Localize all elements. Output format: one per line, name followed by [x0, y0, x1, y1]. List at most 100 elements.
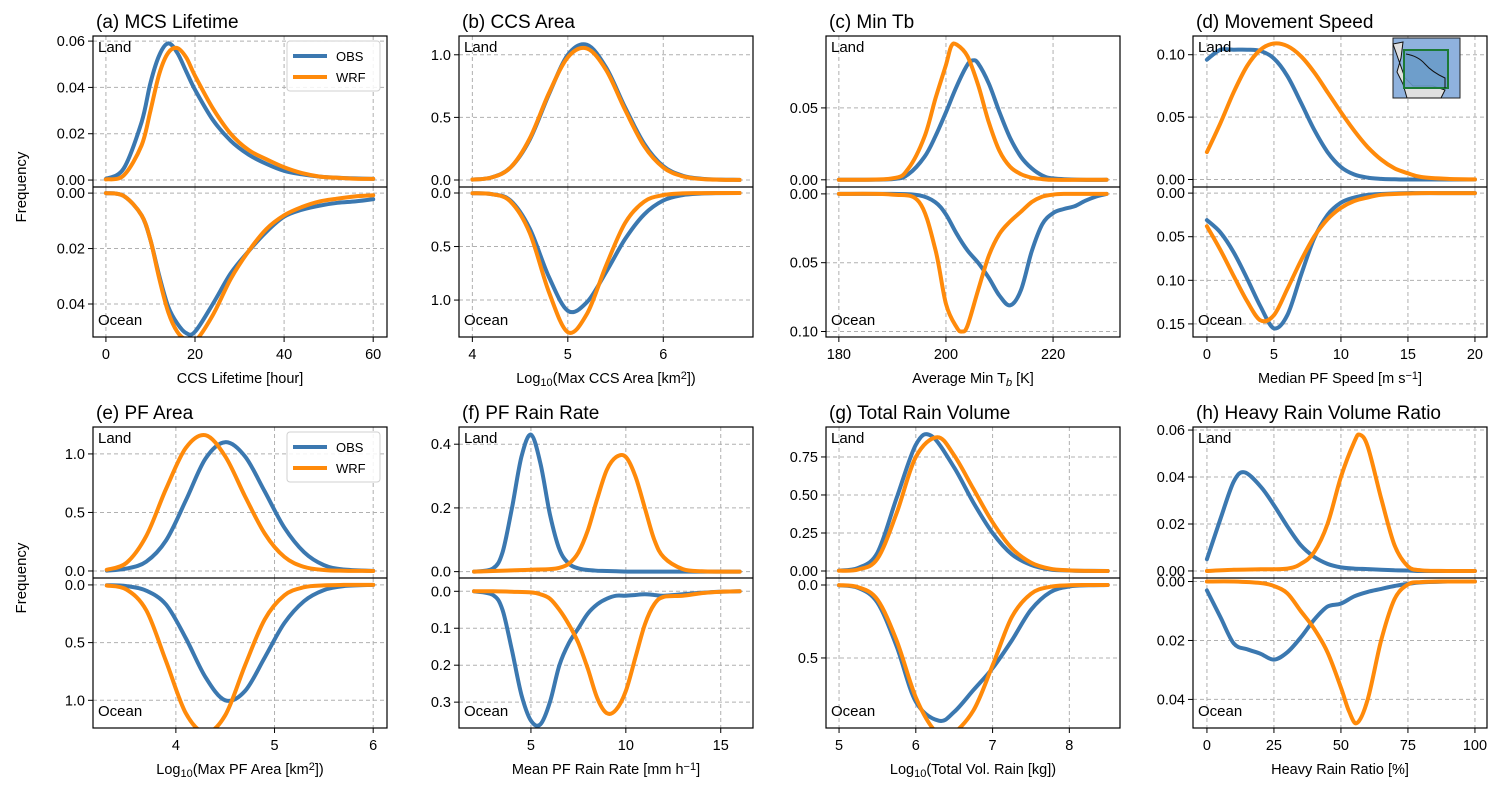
land-series-wrf [470, 45, 742, 182]
land-series-wrf [104, 432, 376, 573]
series-group [836, 41, 1109, 182]
panel-c: (c) Min Tb 0.00 0.05 Land 0.00 0.05 0.10 Ocean 1… [790, 12, 1121, 389]
x-tick-label: 10 [618, 738, 634, 754]
x-tick-label: 0 [102, 347, 110, 363]
panel-title: (h) Heavy Rain Volume Ratio [1196, 403, 1441, 424]
ocean-region-label: Ocean [831, 312, 875, 329]
x-axis-label-part: −1 [1405, 370, 1418, 382]
x-axis-label: Heavy Rain Ratio [%] [1271, 762, 1409, 778]
land-series-wrf [1204, 432, 1477, 574]
y-tick-label: 0.04 [57, 80, 85, 96]
ocean-region-label: Ocean [1198, 312, 1242, 329]
panel-h: (h) Heavy Rain Volume Ratio0.000.020.040… [1157, 403, 1488, 778]
x-axis-label-part: (Max PF Area [km [193, 762, 309, 778]
y-tick-label: 1.0 [65, 693, 85, 709]
x-tick-label: 6 [659, 347, 667, 363]
x-tick-label: 0 [1203, 347, 1211, 363]
y-tick-label: 0.5 [431, 110, 451, 126]
x-tick-label: 7 [989, 738, 997, 754]
land-series-obs [1204, 46, 1477, 182]
x-axis-label-part: Log [156, 762, 180, 778]
y-tick-label: 0.0 [798, 578, 818, 594]
x-tick-label: 5 [835, 738, 843, 754]
frequency-ylabel-bottom: Frequency [13, 542, 30, 613]
inset-map [1392, 37, 1461, 99]
y-tick-label: 0.02 [1157, 633, 1185, 649]
x-tick-label: 40 [276, 347, 292, 363]
land-region-label: Land [464, 430, 497, 447]
x-axis-label-part: 2 [309, 761, 315, 773]
land-region-label: Land [1198, 430, 1231, 447]
y-tick-label: 0.10 [1157, 48, 1185, 64]
panel-title: (d) Movement Speed [1196, 12, 1373, 33]
y-tick-label: 0.00 [790, 564, 818, 580]
y-tick-label: 1.0 [431, 48, 451, 64]
series-group [103, 191, 376, 337]
y-tick-label: 0.5 [65, 636, 85, 652]
ocean-axes: 0.00 0.02 0.04 Ocean [1157, 575, 1487, 728]
ocean-series-wrf [470, 191, 742, 335]
y-tick-label: 0.02 [1157, 517, 1185, 533]
ocean-axes: 0.0 0.1 0.2 0.3 Ocean [431, 578, 753, 728]
legend: OBS WRF [286, 431, 381, 483]
x-axis-label-part: Log [890, 762, 914, 778]
series-group [470, 191, 742, 335]
series-group [837, 432, 1110, 573]
series-group [1204, 432, 1477, 574]
panel-title: (b) CCS Area [462, 12, 575, 33]
x-axis-label-part: −1 [684, 761, 697, 773]
x-tick-label: 25 [1266, 738, 1282, 754]
x-tick-label: 10 [1333, 347, 1349, 363]
y-tick-label: 0.00 [1157, 575, 1185, 591]
x-axis-label: Median PF Speed [m s−1] [1258, 370, 1422, 387]
x-axis-label-part: 10 [540, 377, 552, 389]
land-axes: 0.00 0.02 0.04 0.06 Land [57, 34, 387, 189]
x-axis-label-part: [K] [1012, 371, 1034, 387]
x-axis-label-part: Median PF Speed [m s [1258, 371, 1406, 387]
y-tick-label: 0.06 [1157, 423, 1185, 439]
land-region-label: Land [831, 430, 864, 447]
ocean-series-obs [836, 191, 1109, 308]
land-axes: 0.00 0.02 0.04 0.06 Land [1157, 423, 1487, 580]
x-axis-label-part: 10 [914, 768, 926, 780]
x-tick-label: 100 [1463, 738, 1487, 754]
ocean-axes: 0.00 0.02 0.04 Ocean [57, 186, 387, 337]
ocean-series-wrf [836, 191, 1109, 334]
y-tick-label: 0.05 [790, 256, 818, 272]
y-tick-label: 0.1 [431, 621, 451, 637]
series-group [103, 41, 376, 182]
series-group [1204, 191, 1477, 331]
x-tick-label: 20 [187, 347, 203, 363]
x-tick-label: 20 [1467, 347, 1483, 363]
x-axis-label-part: (Total Vol. Rain [kg]) [926, 762, 1056, 778]
x-tick-label: 60 [365, 347, 381, 363]
ocean-axes: 0.00 0.05 0.10 Ocean [790, 187, 1120, 340]
ocean-series-wrf [103, 191, 376, 337]
x-tick-label: 200 [934, 347, 958, 363]
y-tick-label: 0.10 [1157, 273, 1185, 289]
legend-box [286, 431, 381, 483]
land-series-obs [1204, 470, 1477, 574]
x-axis-label-part: (Max CCS Area [km [553, 371, 681, 387]
x-axis-label-part: ] [1418, 371, 1422, 387]
frequency-ylabel-top: Frequency [13, 151, 30, 222]
ocean-region-label: Ocean [464, 703, 508, 720]
x-axis-label: Mean PF Rain Rate [mm h−1] [512, 761, 700, 778]
y-tick-label: 0.05 [790, 101, 818, 117]
ocean-series-wrf [472, 589, 742, 716]
y-tick-label: 0.2 [431, 658, 451, 674]
series-group [837, 583, 1110, 728]
y-tick-label: 0.2 [431, 501, 451, 517]
series-group [104, 432, 376, 573]
series-group [1204, 41, 1477, 182]
x-axis-label: Log10(Max CCS Area [km2]) [516, 370, 696, 389]
land-series-wrf [472, 452, 742, 574]
panel-title: (e) PF Area [96, 403, 194, 424]
panel-title: (f) PF Rain Rate [462, 403, 599, 424]
ocean-axes: 0.00 0.05 0.10 0.15 Ocean [1157, 186, 1487, 337]
land-region-label: Land [98, 39, 131, 56]
land-region-label: Land [464, 39, 497, 56]
y-tick-label: 0.5 [65, 505, 85, 521]
y-tick-label: 0.5 [431, 240, 451, 256]
land-series-obs [470, 42, 742, 182]
